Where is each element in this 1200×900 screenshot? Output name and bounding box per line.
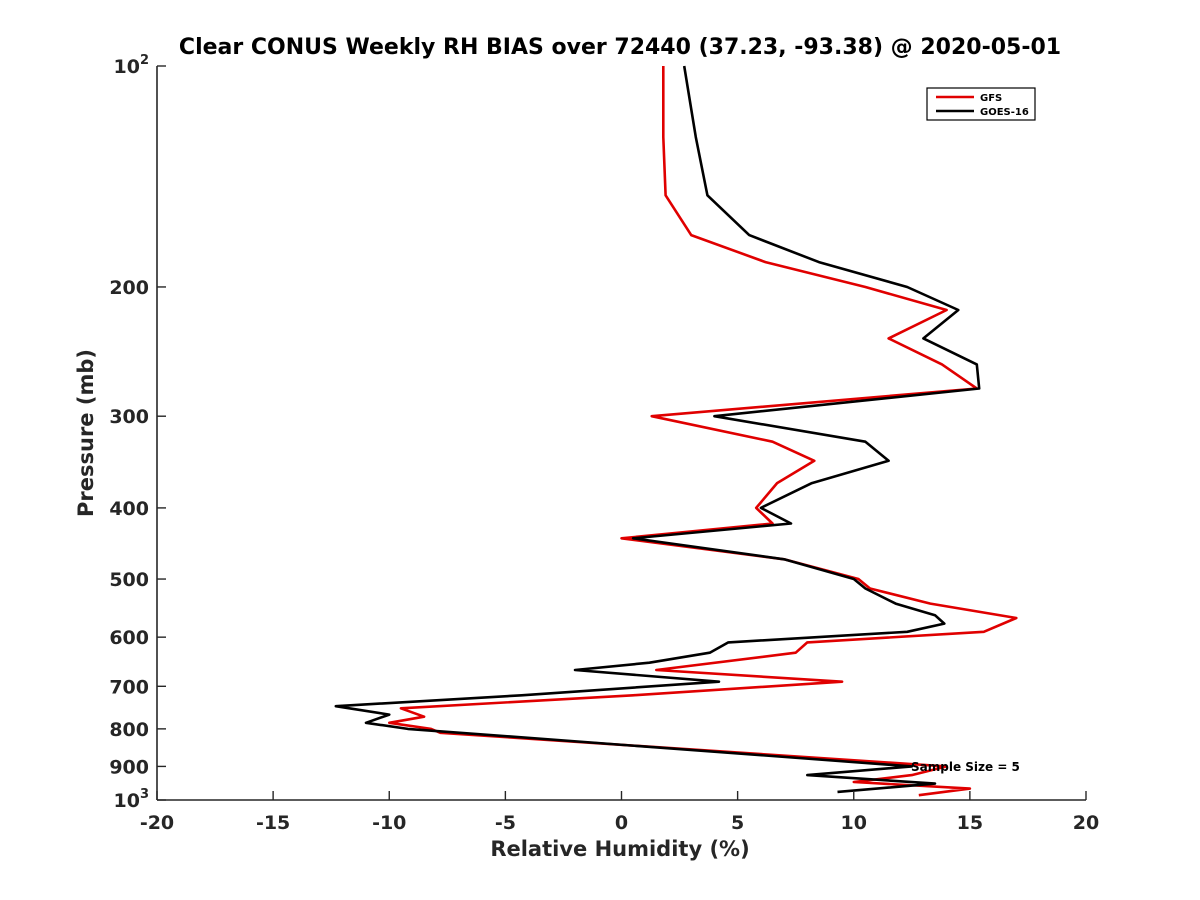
- legend-box: [926, 87, 1036, 121]
- y-tick-label: 700: [109, 676, 149, 698]
- x-tick-label: 10: [841, 812, 867, 834]
- legend-label-goes-16: GOES-16: [980, 107, 1029, 118]
- legend: GFS GOES-16: [926, 87, 1036, 121]
- x-axis-label: Relative Humidity (%): [490, 837, 749, 861]
- x-tick-label: 20: [1073, 812, 1099, 834]
- x-tick-label: 15: [957, 812, 983, 834]
- x-axis-ticks: -20 -15 -10 -5 0 5 10 15 20: [140, 791, 1099, 834]
- plot-background: [157, 66, 1086, 800]
- x-tick-label: -10: [372, 812, 406, 834]
- x-tick-label: 5: [731, 812, 744, 834]
- x-tick-label: -15: [256, 812, 290, 834]
- y-tick-label: 200: [109, 277, 149, 299]
- y-axis-label: Pressure (mb): [74, 349, 98, 517]
- sample-size-annotation: Sample Size = 5: [911, 760, 1020, 774]
- y-tick-label: 300: [109, 406, 149, 428]
- x-tick-label: 0: [615, 812, 628, 834]
- y-tick-label: 102: [114, 53, 150, 78]
- series-line-goes-16: [334, 65, 981, 794]
- plot-area: [157, 66, 1086, 800]
- y-tick-label: 103: [114, 787, 150, 812]
- x-tick-label: -20: [140, 812, 174, 834]
- y-tick-label: 500: [109, 569, 149, 591]
- y-axis-ticks: 102 200 300 400 500 600 700 800 900 103: [109, 53, 166, 812]
- y-tick-label: 600: [109, 627, 149, 649]
- y-tick-label: 800: [109, 719, 149, 741]
- series-layer: [334, 65, 1018, 797]
- y-tick-label: 400: [109, 498, 149, 520]
- legend-label-gfs: GFS: [980, 93, 1002, 104]
- x-tick-label: -5: [495, 812, 516, 834]
- y-tick-label: 900: [109, 756, 149, 778]
- series-line-gfs: [387, 66, 1018, 797]
- chart-title: Clear CONUS Weekly RH BIAS over 72440 (3…: [179, 35, 1061, 60]
